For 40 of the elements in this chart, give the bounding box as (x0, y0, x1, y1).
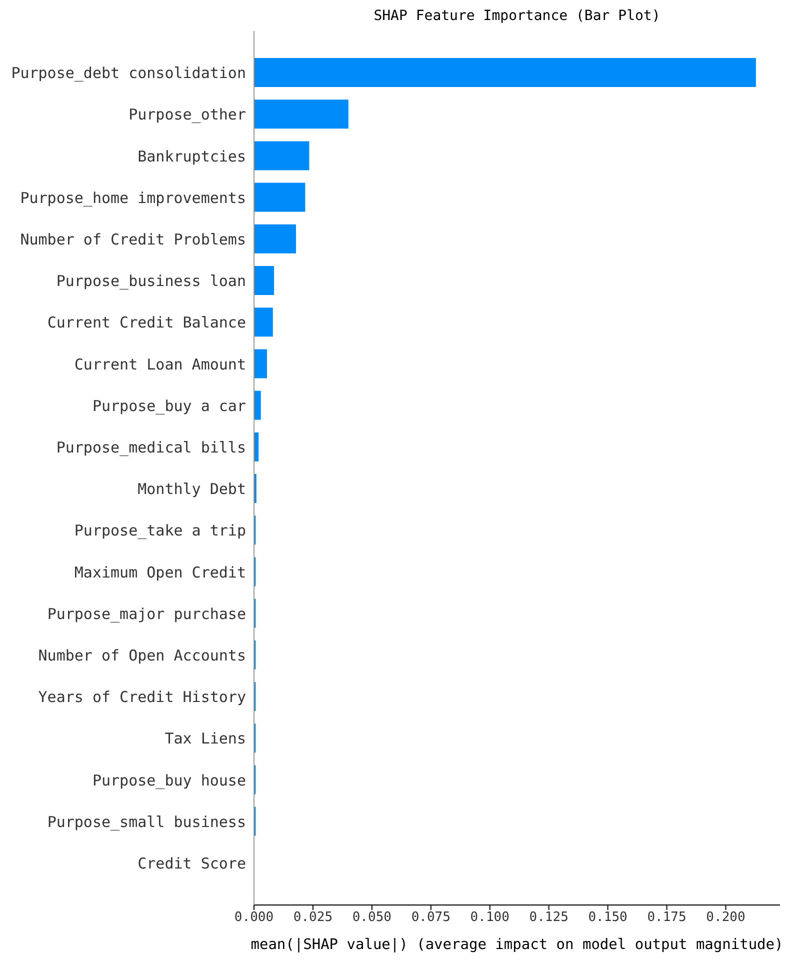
bar (254, 266, 274, 295)
y-tick-label: Current Credit Balance (47, 314, 246, 332)
chart-title: SHAP Feature Importance (Bar Plot) (372, 8, 662, 24)
y-tick-label: Number of Open Accounts (38, 646, 246, 665)
x-tick-label: 0.000 (234, 910, 274, 926)
bar (254, 224, 296, 254)
y-tick-label: Purpose_medical bills (56, 438, 246, 457)
x-tick-label: 0.025 (293, 910, 333, 926)
bar (254, 141, 310, 170)
x-tick-label: 0.200 (706, 910, 746, 926)
y-tick-label: Bankruptcies (138, 147, 246, 166)
y-tick-label: Purpose_business loan (56, 272, 246, 290)
y-tick-label: Purpose_take a trip (74, 522, 246, 540)
x-tick-label: 0.075 (411, 910, 450, 926)
y-tick-label: Purpose_major purchase (47, 604, 246, 623)
x-tick-label: 0.150 (588, 910, 628, 926)
y-tick-label: Current Loan Amount (74, 355, 246, 374)
y-tick-label: Tax Liens (164, 730, 246, 748)
x-tick-label: 0.050 (352, 910, 392, 926)
bar (254, 58, 756, 87)
x-tick-label: 0.175 (647, 910, 686, 926)
y-tick-label: Purpose_buy house (92, 771, 246, 790)
y-tick-label: Purpose_other (128, 106, 246, 124)
y-tick-label: Purpose_buy a car (92, 396, 246, 415)
x-axis-title: mean(|SHAP value|) (average impact on model output magnitude) (250, 937, 784, 953)
bar (254, 182, 306, 212)
y-tick-label: Years of Credit History (38, 688, 246, 706)
bar (254, 390, 261, 420)
y-tick-label: Purpose_debt consolidation (11, 64, 246, 82)
bar (254, 100, 348, 129)
y-tick-label: Maximum Open Credit (74, 563, 246, 582)
x-tick-label: 0.125 (529, 910, 568, 926)
x-tick-label: 0.100 (470, 910, 510, 926)
y-tick-label: Monthly Debt (138, 480, 246, 498)
y-tick-label: Purpose_home improvements (20, 188, 246, 207)
bar (254, 308, 273, 337)
y-tick-label: Purpose_small business (47, 812, 246, 831)
bar (254, 349, 267, 378)
y-tick-label: Number of Credit Problems (20, 230, 246, 249)
y-tick-label: Credit Score (138, 854, 246, 873)
